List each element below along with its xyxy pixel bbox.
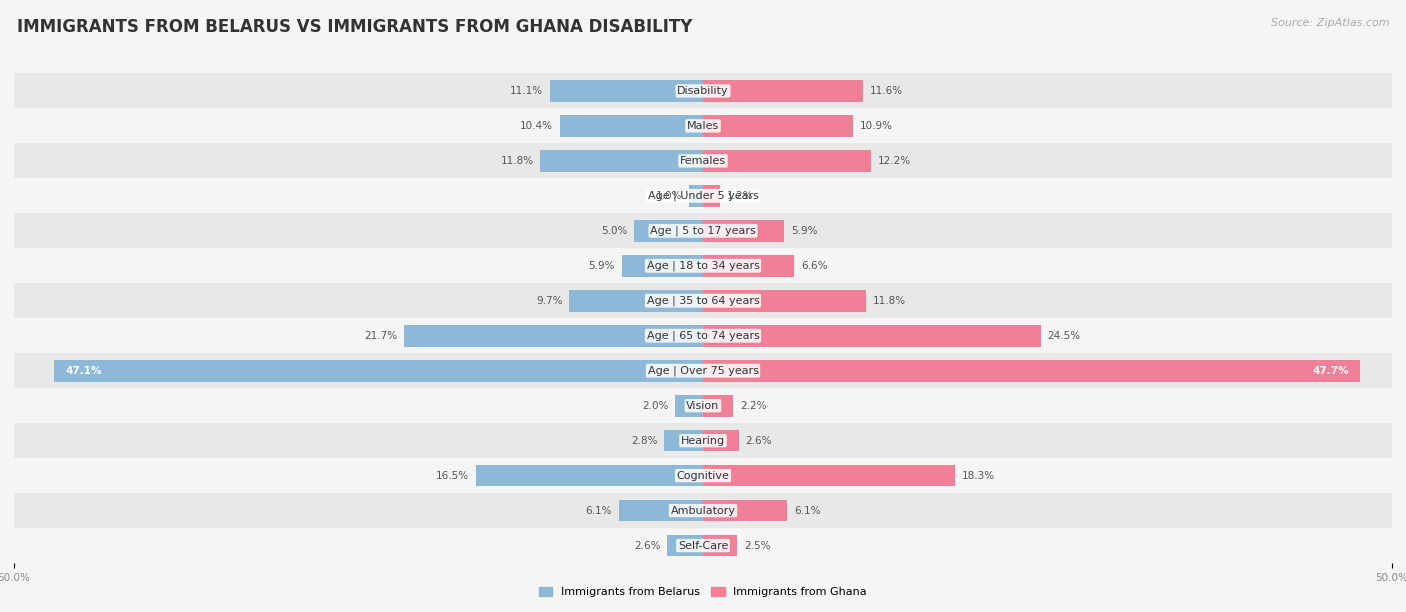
Text: Cognitive: Cognitive [676,471,730,480]
Bar [703,185,720,207]
Bar [703,465,955,487]
Text: 6.6%: 6.6% [801,261,827,271]
Bar [689,185,703,207]
Bar [665,430,703,452]
Text: Age | 5 to 17 years: Age | 5 to 17 years [650,226,756,236]
Bar [703,395,734,417]
Text: 11.8%: 11.8% [873,296,905,306]
Text: 2.6%: 2.6% [634,540,661,551]
Text: 11.1%: 11.1% [510,86,543,96]
Bar [14,143,1392,178]
Text: 1.2%: 1.2% [727,191,754,201]
Bar [14,423,1392,458]
Bar [14,353,1392,388]
Text: Self-Care: Self-Care [678,540,728,551]
Bar [668,535,703,556]
Bar [14,528,1392,563]
Text: 18.3%: 18.3% [962,471,995,480]
Bar [14,73,1392,108]
Bar [675,395,703,417]
Bar [703,115,853,136]
Bar [14,458,1392,493]
Bar [14,108,1392,143]
Bar [703,255,794,277]
Text: Age | 65 to 74 years: Age | 65 to 74 years [647,330,759,341]
Bar [569,290,703,312]
Text: Age | 18 to 34 years: Age | 18 to 34 years [647,261,759,271]
Text: 11.8%: 11.8% [501,156,533,166]
Text: 12.2%: 12.2% [877,156,911,166]
Bar [634,220,703,242]
Bar [14,318,1392,353]
Bar [14,178,1392,214]
Bar [703,290,866,312]
Text: Disability: Disability [678,86,728,96]
Bar [703,220,785,242]
Text: Source: ZipAtlas.com: Source: ZipAtlas.com [1271,18,1389,28]
Text: 9.7%: 9.7% [536,296,562,306]
Bar [560,115,703,136]
Text: Hearing: Hearing [681,436,725,446]
Text: 47.1%: 47.1% [65,366,101,376]
Text: 10.9%: 10.9% [860,121,893,131]
Text: 6.1%: 6.1% [794,506,821,515]
Bar [14,214,1392,248]
Bar [703,360,1360,381]
Bar [14,388,1392,423]
Bar [404,325,703,346]
Text: Vision: Vision [686,401,720,411]
Text: 2.8%: 2.8% [631,436,658,446]
Text: 10.4%: 10.4% [520,121,553,131]
Bar [703,80,863,102]
Text: Females: Females [681,156,725,166]
Text: 5.9%: 5.9% [588,261,614,271]
Text: Age | Over 75 years: Age | Over 75 years [648,365,758,376]
Text: 6.1%: 6.1% [585,506,612,515]
Bar [703,150,872,172]
Text: 24.5%: 24.5% [1047,330,1081,341]
Bar [540,150,703,172]
Text: 2.2%: 2.2% [740,401,766,411]
Text: 5.0%: 5.0% [600,226,627,236]
Bar [703,325,1040,346]
Bar [550,80,703,102]
Bar [475,465,703,487]
Bar [14,493,1392,528]
Text: Ambulatory: Ambulatory [671,506,735,515]
Text: 1.0%: 1.0% [657,191,682,201]
Text: 16.5%: 16.5% [436,471,468,480]
Text: Age | Under 5 years: Age | Under 5 years [648,190,758,201]
Bar [703,500,787,521]
Bar [619,500,703,521]
Text: 5.9%: 5.9% [792,226,818,236]
Bar [14,283,1392,318]
Text: 21.7%: 21.7% [364,330,396,341]
Text: 2.0%: 2.0% [643,401,669,411]
Bar [621,255,703,277]
Bar [14,248,1392,283]
Bar [703,430,738,452]
Text: IMMIGRANTS FROM BELARUS VS IMMIGRANTS FROM GHANA DISABILITY: IMMIGRANTS FROM BELARUS VS IMMIGRANTS FR… [17,18,692,36]
Text: 11.6%: 11.6% [870,86,903,96]
Text: 47.7%: 47.7% [1313,366,1350,376]
Text: 2.6%: 2.6% [745,436,772,446]
Text: Males: Males [688,121,718,131]
Text: 2.5%: 2.5% [744,540,770,551]
Text: Age | 35 to 64 years: Age | 35 to 64 years [647,296,759,306]
Bar [53,360,703,381]
Legend: Immigrants from Belarus, Immigrants from Ghana: Immigrants from Belarus, Immigrants from… [534,582,872,602]
Bar [703,535,738,556]
